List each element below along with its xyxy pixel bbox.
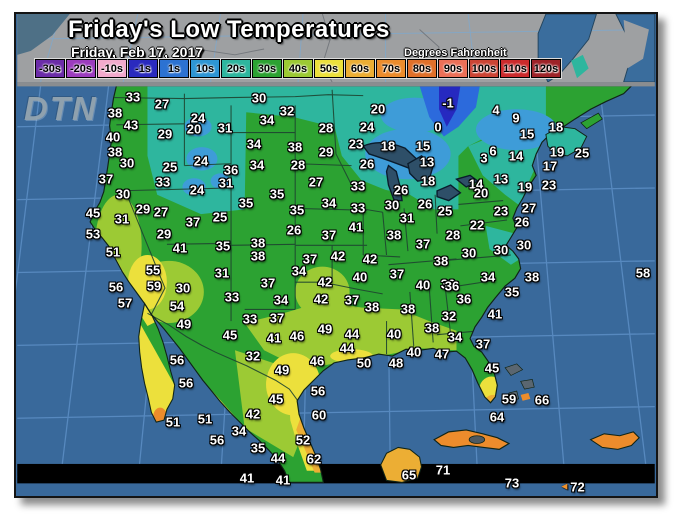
bahamas xyxy=(504,363,535,402)
legend-item--20s: -20s xyxy=(66,59,96,78)
legend-item-20s: 20s xyxy=(221,59,251,78)
legend-item--1s: -1s xyxy=(128,59,158,78)
map-art xyxy=(16,14,656,496)
legend-item-30s: 30s xyxy=(252,59,282,78)
units-label: Degrees Fahrenheit xyxy=(404,47,507,59)
legend-item-100s: 100s xyxy=(469,59,499,78)
legend-item-90s: 90s xyxy=(438,59,468,78)
legend-item-60s: 60s xyxy=(345,59,375,78)
legend-item-10s: 10s xyxy=(190,59,220,78)
legend-item--30s: -30s xyxy=(35,59,65,78)
great-lakes xyxy=(362,142,480,202)
hispaniola xyxy=(589,431,640,450)
legend-item-80s: 80s xyxy=(407,59,437,78)
legend-item-110s: 110s xyxy=(500,59,530,78)
map-date: Friday, Feb 17, 2017 xyxy=(71,44,204,60)
legend-item-50s: 50s xyxy=(314,59,344,78)
legend-item-1s: 1s xyxy=(159,59,189,78)
legend-item-40s: 40s xyxy=(283,59,313,78)
legend-item--10s: -10s xyxy=(97,59,127,78)
legend-item-70s: 70s xyxy=(376,59,406,78)
map-title: Friday's Low Temperatures xyxy=(68,16,390,43)
legend-item-120s: 120s xyxy=(531,59,561,78)
temperature-legend: -30s -20s -10s -1s 1s 10s 20s 30s 40s 50s 60s 70s 80… xyxy=(35,59,561,78)
weather-graphic: DTN Friday's Low Temperatures Friday, Fe… xyxy=(14,12,658,498)
yucatan xyxy=(380,446,423,483)
dtn-watermark-logo: DTN xyxy=(24,90,98,127)
